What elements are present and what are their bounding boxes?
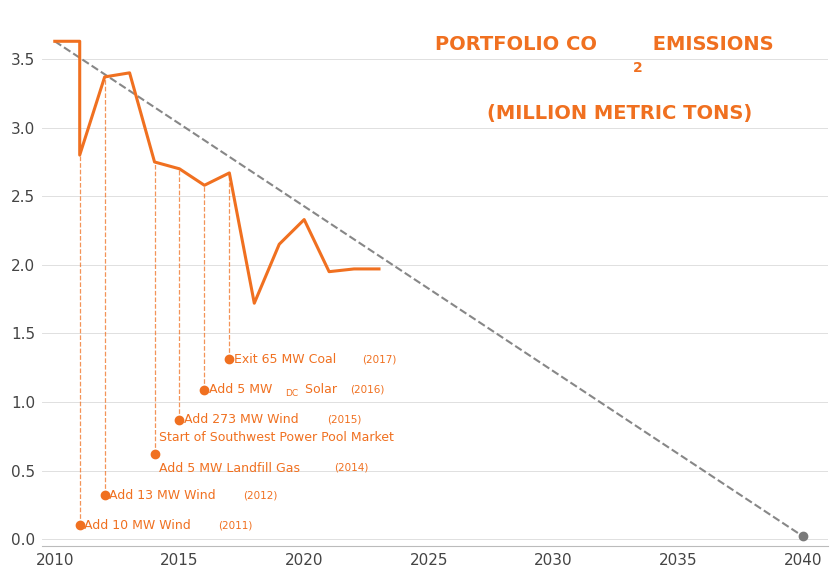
Text: (2014): (2014) [334, 463, 368, 472]
Text: (2012): (2012) [242, 490, 277, 500]
Text: Add 13 MW Wind: Add 13 MW Wind [109, 489, 220, 502]
Text: (2016): (2016) [350, 384, 384, 395]
Text: EMISSIONS: EMISSIONS [646, 35, 774, 54]
Text: 2: 2 [633, 61, 642, 75]
Text: Add 5 MW: Add 5 MW [209, 383, 273, 396]
Text: Exit 65 MW Coal: Exit 65 MW Coal [234, 353, 340, 366]
Text: PORTFOLIO CO: PORTFOLIO CO [435, 35, 597, 54]
Text: (2017): (2017) [362, 354, 397, 364]
Text: (2015): (2015) [327, 415, 362, 425]
Text: Add 273 MW Wind: Add 273 MW Wind [184, 413, 303, 426]
Text: Add 10 MW Wind: Add 10 MW Wind [84, 519, 195, 532]
Text: Solar: Solar [301, 383, 341, 396]
Text: DC: DC [285, 389, 299, 398]
Text: Add 5 MW Landfill Gas: Add 5 MW Landfill Gas [159, 463, 304, 475]
Text: (2011): (2011) [218, 521, 253, 530]
Text: (MILLION METRIC TONS): (MILLION METRIC TONS) [487, 104, 753, 123]
Text: Start of Southwest Power Pool Market: Start of Southwest Power Pool Market [159, 431, 393, 444]
